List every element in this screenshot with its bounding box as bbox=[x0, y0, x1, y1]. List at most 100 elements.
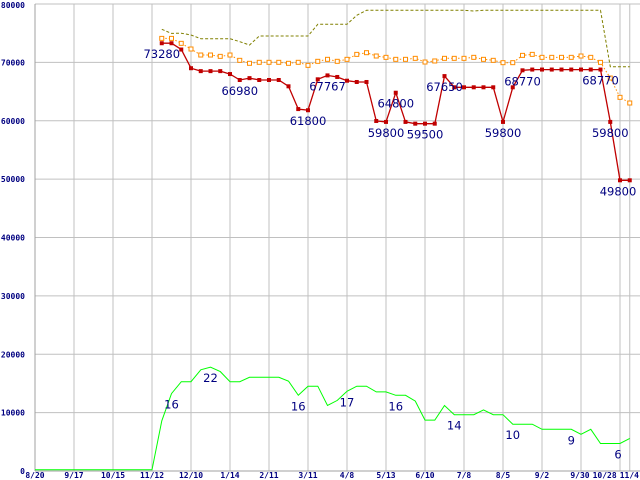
data-point-min bbox=[306, 108, 310, 113]
data-point-min bbox=[247, 76, 252, 81]
data-point-min bbox=[608, 119, 613, 124]
data-point-average bbox=[334, 58, 340, 64]
series-line-min bbox=[161, 42, 630, 181]
data-point-average bbox=[442, 55, 447, 61]
data-point-min bbox=[159, 41, 164, 46]
data-label-min: 68770 bbox=[582, 74, 619, 88]
data-label-min: 49800 bbox=[600, 184, 637, 198]
data-point-average bbox=[422, 59, 428, 65]
y-tick-label: 20000 bbox=[1, 350, 25, 359]
data-point-average bbox=[295, 59, 301, 65]
data-point-average bbox=[247, 60, 252, 66]
data-label-count: 10 bbox=[505, 428, 520, 442]
y-tick-label: 0 bbox=[20, 467, 25, 476]
x-tick-label: 4/8 bbox=[340, 471, 355, 480]
data-point-min bbox=[530, 67, 535, 72]
series-line-max bbox=[161, 9, 630, 68]
data-point-average bbox=[627, 100, 633, 106]
data-point-average bbox=[607, 75, 613, 81]
data-labels: 73280 66980 61800 67767 59800 64800 59500 67650… bbox=[143, 47, 636, 461]
data-point-min bbox=[257, 78, 262, 83]
data-point-average bbox=[227, 52, 233, 58]
data-point-min bbox=[286, 84, 291, 89]
data-point-min bbox=[296, 107, 301, 112]
data-point-min bbox=[462, 85, 466, 90]
data-point-average bbox=[305, 62, 311, 68]
x-tick-label: 3/11 bbox=[298, 471, 317, 480]
y-tick-label: 80000 bbox=[1, 1, 25, 10]
x-tick-label: 9/2 bbox=[535, 471, 550, 480]
series-line-count bbox=[35, 366, 631, 471]
data-point-average bbox=[598, 59, 603, 65]
data-point-min bbox=[345, 78, 349, 83]
data-point-average bbox=[510, 60, 516, 66]
data-point-min bbox=[491, 85, 496, 90]
data-point-min bbox=[315, 77, 320, 82]
data-point-average bbox=[559, 54, 564, 60]
x-tick-label: 8/20 bbox=[25, 471, 44, 480]
data-point-average bbox=[266, 59, 272, 65]
data-point-min bbox=[520, 68, 525, 73]
data-point-min bbox=[510, 85, 515, 90]
y-tick-label: 30000 bbox=[1, 292, 25, 301]
data-point-average bbox=[451, 55, 457, 61]
data-point-min bbox=[579, 67, 583, 72]
data-point-average bbox=[500, 60, 506, 66]
data-label-min: 67767 bbox=[309, 79, 346, 93]
data-point-min bbox=[335, 74, 340, 79]
data-label-min: 64800 bbox=[377, 97, 414, 111]
x-tick-label: 9/17 bbox=[64, 471, 83, 480]
data-point-average bbox=[412, 55, 418, 61]
data-label-min: 59500 bbox=[407, 128, 444, 142]
data-label-count: 6 bbox=[614, 448, 621, 462]
x-tick-label: 10/15 bbox=[101, 471, 125, 480]
data-point-min bbox=[218, 69, 223, 74]
data-point-min bbox=[384, 119, 388, 124]
data-point-average bbox=[276, 59, 282, 65]
data-point-average bbox=[208, 52, 213, 58]
data-point-min bbox=[374, 118, 379, 123]
data-point-min bbox=[559, 67, 564, 72]
x-tick-label: 5/13 bbox=[376, 471, 395, 480]
data-point-average bbox=[383, 54, 389, 60]
data-label-count: 22 bbox=[203, 371, 218, 385]
data-point-min bbox=[432, 121, 437, 126]
data-label-count: 14 bbox=[447, 419, 462, 433]
x-tick-label: 11/4 bbox=[620, 471, 639, 480]
data-point-min bbox=[481, 85, 486, 90]
data-point-average bbox=[403, 56, 408, 62]
data-point-min bbox=[618, 178, 622, 183]
data-point-min bbox=[325, 73, 330, 78]
data-label-count: 17 bbox=[340, 395, 355, 409]
data-point-min bbox=[237, 78, 242, 83]
x-tick-label: 10/28 bbox=[593, 471, 617, 480]
data-point-average bbox=[481, 56, 486, 62]
data-label-count: 9 bbox=[568, 433, 575, 447]
data-point-min bbox=[393, 90, 398, 95]
x-tick-label: 6/10 bbox=[415, 471, 434, 480]
data-point-min bbox=[598, 67, 603, 72]
data-point-min bbox=[442, 74, 447, 79]
x-axis-ticks: 8/20 9/17 10/15 11/12 12/10 1/14 2/11 3/11 4/8 5/… bbox=[25, 471, 639, 480]
data-point-min bbox=[189, 66, 193, 71]
y-axis-ticks: 80000 70000 60000 50000 40000 30000 20000 10000… bbox=[1, 1, 25, 476]
x-tick-label: 11/12 bbox=[140, 471, 164, 480]
data-point-average bbox=[217, 53, 223, 59]
data-point-average bbox=[471, 54, 477, 60]
data-label-min: 59800 bbox=[485, 126, 522, 140]
x-tick-label: 8/5 bbox=[496, 471, 511, 480]
data-label-min: 67650 bbox=[426, 80, 463, 94]
data-point-average bbox=[461, 55, 467, 61]
data-point-min bbox=[540, 67, 544, 72]
data-point-average bbox=[188, 46, 194, 52]
data-point-min bbox=[364, 79, 369, 84]
x-tick-label: 9/30 bbox=[570, 471, 589, 480]
data-point-average bbox=[286, 60, 291, 66]
data-point-average bbox=[198, 52, 204, 58]
y-tick-label: 50000 bbox=[1, 175, 25, 184]
data-point-average bbox=[568, 54, 574, 60]
data-point-min bbox=[549, 67, 554, 72]
data-point-average bbox=[325, 56, 330, 62]
data-point-average bbox=[178, 40, 184, 46]
y-tick-label: 60000 bbox=[1, 117, 25, 126]
